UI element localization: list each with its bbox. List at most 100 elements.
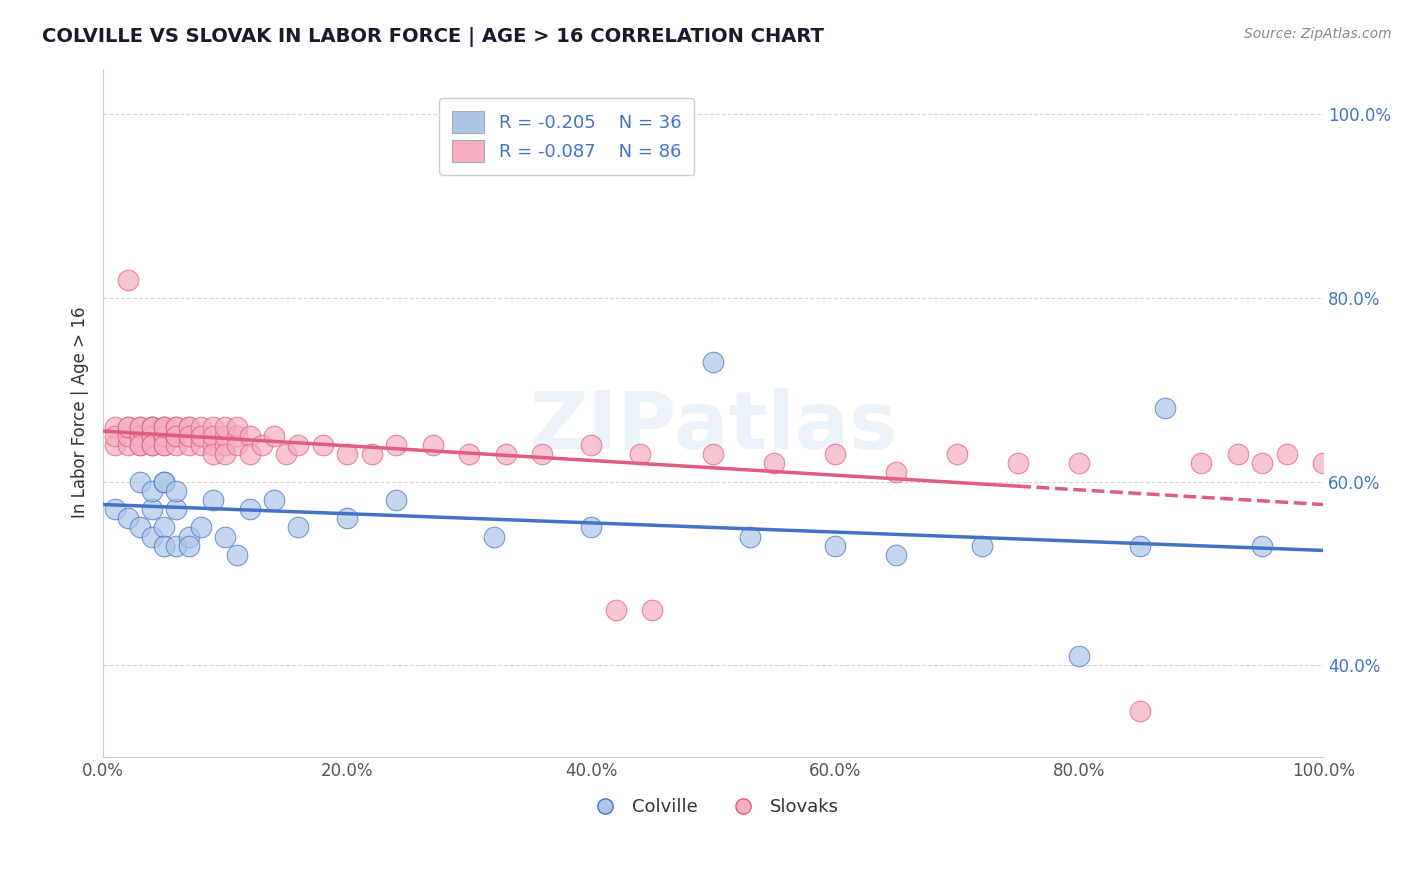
Point <box>1312 456 1334 470</box>
Point <box>201 447 224 461</box>
Point <box>153 475 176 489</box>
Point <box>128 438 150 452</box>
Point <box>165 438 187 452</box>
Point <box>738 530 761 544</box>
Point <box>141 438 163 452</box>
Point <box>141 428 163 442</box>
Point <box>458 447 481 461</box>
Point <box>153 438 176 452</box>
Point <box>128 475 150 489</box>
Point <box>482 530 505 544</box>
Point <box>141 419 163 434</box>
Point <box>214 419 236 434</box>
Legend: Colville, Slovaks: Colville, Slovaks <box>579 791 846 823</box>
Point <box>579 520 602 534</box>
Point <box>263 492 285 507</box>
Point <box>201 438 224 452</box>
Point <box>165 428 187 442</box>
Point <box>970 539 993 553</box>
Point <box>165 483 187 498</box>
Point <box>141 438 163 452</box>
Point <box>1251 456 1274 470</box>
Point <box>628 447 651 461</box>
Point <box>531 447 554 461</box>
Point <box>117 511 139 525</box>
Point <box>117 419 139 434</box>
Point <box>1189 456 1212 470</box>
Point <box>201 428 224 442</box>
Point <box>128 428 150 442</box>
Point <box>190 520 212 534</box>
Point <box>250 438 273 452</box>
Point <box>1226 447 1249 461</box>
Point <box>153 428 176 442</box>
Point <box>141 428 163 442</box>
Point <box>153 520 176 534</box>
Point <box>287 520 309 534</box>
Point <box>824 539 846 553</box>
Y-axis label: In Labor Force | Age > 16: In Labor Force | Age > 16 <box>72 307 89 518</box>
Point <box>153 438 176 452</box>
Point <box>226 548 249 562</box>
Point <box>214 428 236 442</box>
Point <box>214 530 236 544</box>
Point <box>104 428 127 442</box>
Point <box>117 272 139 286</box>
Point <box>190 438 212 452</box>
Point <box>385 492 408 507</box>
Point <box>153 475 176 489</box>
Point <box>360 447 382 461</box>
Point <box>190 428 212 442</box>
Point <box>1129 539 1152 553</box>
Point <box>165 428 187 442</box>
Point <box>177 419 200 434</box>
Point <box>1251 539 1274 553</box>
Point <box>177 530 200 544</box>
Text: COLVILLE VS SLOVAK IN LABOR FORCE | AGE > 16 CORRELATION CHART: COLVILLE VS SLOVAK IN LABOR FORCE | AGE … <box>42 27 824 46</box>
Point <box>702 447 724 461</box>
Point <box>165 539 187 553</box>
Point <box>128 428 150 442</box>
Point <box>177 419 200 434</box>
Point <box>422 438 444 452</box>
Point <box>153 428 176 442</box>
Point <box>117 428 139 442</box>
Point <box>702 355 724 369</box>
Point <box>190 419 212 434</box>
Point <box>1275 447 1298 461</box>
Point <box>1129 704 1152 718</box>
Point <box>201 419 224 434</box>
Point <box>128 419 150 434</box>
Point <box>165 428 187 442</box>
Point <box>141 419 163 434</box>
Point <box>226 428 249 442</box>
Point <box>165 419 187 434</box>
Point <box>153 419 176 434</box>
Point <box>177 539 200 553</box>
Text: ZIPatlas: ZIPatlas <box>529 387 897 466</box>
Point <box>287 438 309 452</box>
Point <box>312 438 335 452</box>
Point <box>128 419 150 434</box>
Point <box>385 438 408 452</box>
Point <box>238 428 260 442</box>
Point <box>165 419 187 434</box>
Text: Source: ZipAtlas.com: Source: ZipAtlas.com <box>1244 27 1392 41</box>
Point <box>238 502 260 516</box>
Point <box>128 438 150 452</box>
Point <box>605 603 627 617</box>
Point <box>153 428 176 442</box>
Point <box>141 530 163 544</box>
Point <box>214 438 236 452</box>
Point <box>226 419 249 434</box>
Point <box>1069 648 1091 663</box>
Point <box>226 438 249 452</box>
Point <box>336 447 359 461</box>
Point <box>141 502 163 516</box>
Point <box>495 447 517 461</box>
Point <box>763 456 786 470</box>
Point <box>641 603 664 617</box>
Point <box>141 419 163 434</box>
Point <box>1069 456 1091 470</box>
Point <box>263 428 285 442</box>
